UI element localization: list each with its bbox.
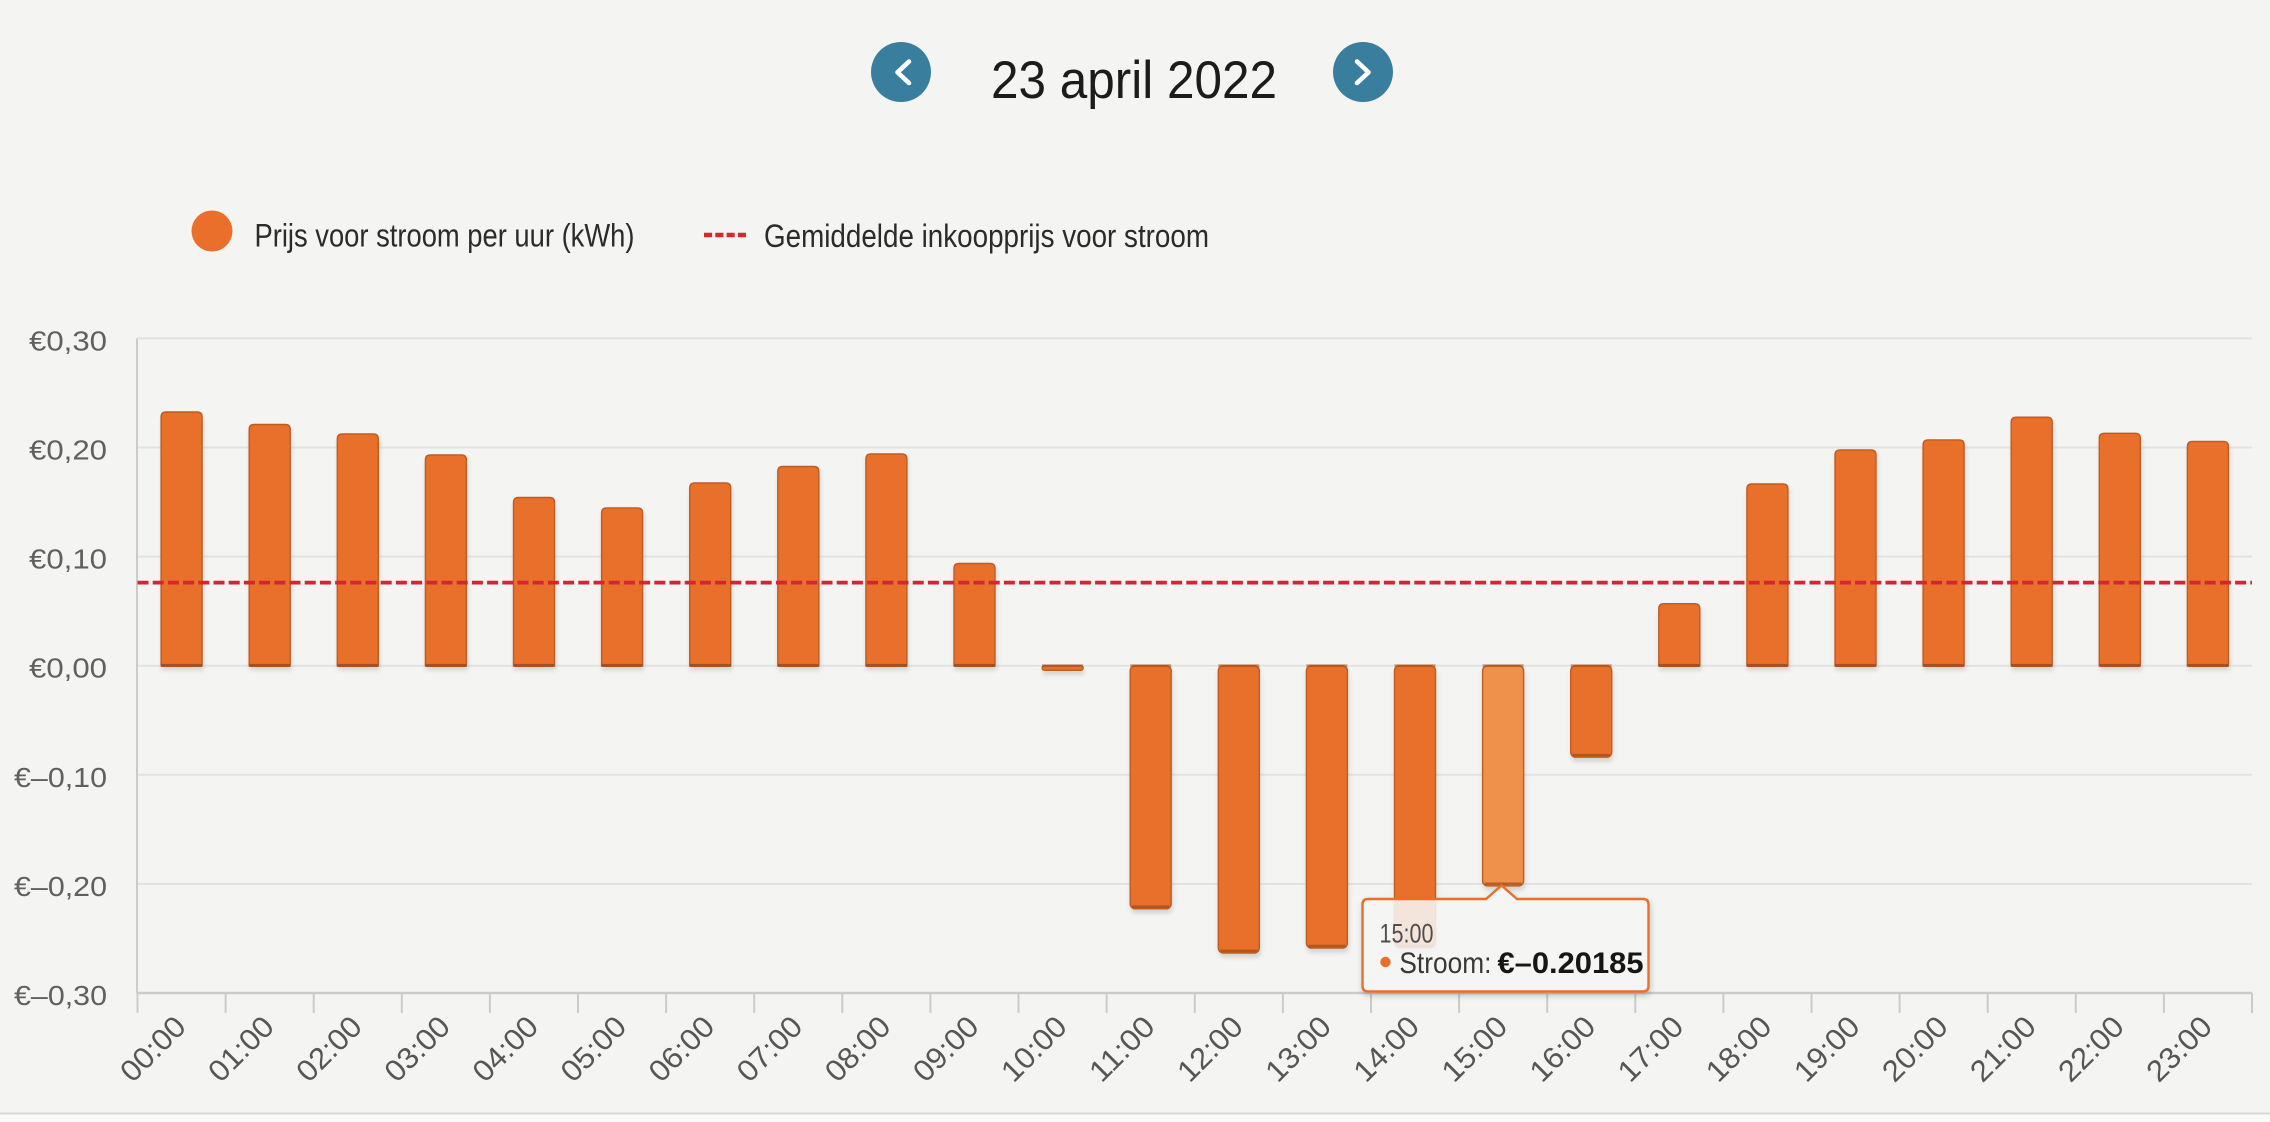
- svg-text:€0,10: €0,10: [29, 544, 107, 575]
- svg-text:15:00: 15:00: [1380, 919, 1434, 949]
- svg-text:€0,30: €0,30: [29, 325, 107, 356]
- svg-text:€–0,20: €–0,20: [14, 871, 107, 902]
- svg-text:Gemiddelde inkoopprijs voor st: Gemiddelde inkoopprijs voor stroom: [764, 218, 1209, 254]
- svg-text:Stroom:: Stroom:: [1399, 947, 1491, 980]
- svg-text:€0,00: €0,00: [29, 653, 107, 684]
- svg-text:€–0,30: €–0,30: [14, 980, 107, 1011]
- svg-text:Prijs voor stroom per uur (kWh: Prijs voor stroom per uur (kWh): [255, 218, 635, 254]
- svg-text:23 april 2022: 23 april 2022: [991, 51, 1277, 110]
- svg-text:€0,20: €0,20: [29, 435, 107, 466]
- svg-text:€–0,10: €–0,10: [14, 762, 107, 793]
- svg-text:€–0.20185: €–0.20185: [1498, 947, 1644, 980]
